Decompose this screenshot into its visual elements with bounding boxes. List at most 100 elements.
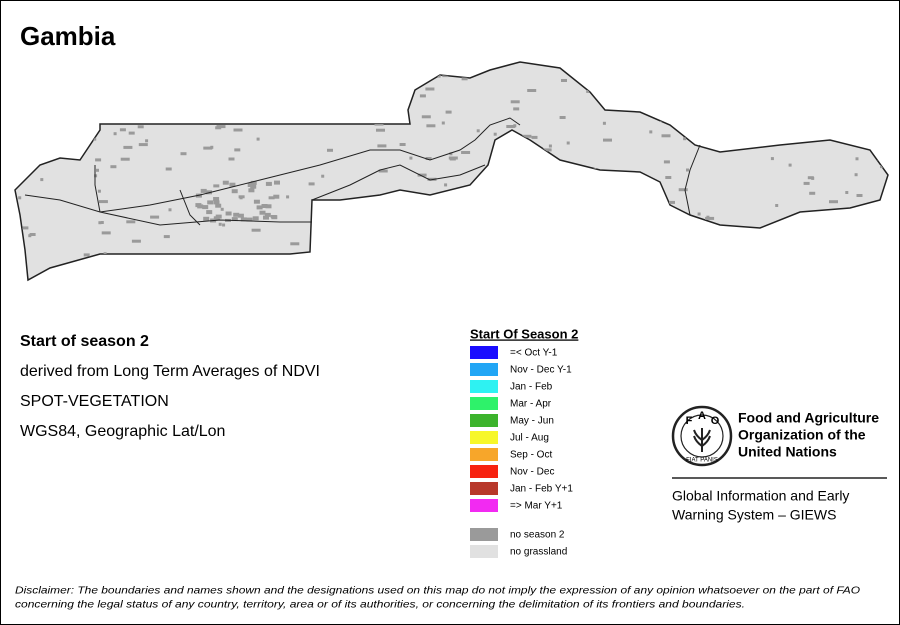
speck xyxy=(96,168,99,172)
speck xyxy=(163,235,170,239)
speck xyxy=(259,210,266,215)
org-line: Organization of the xyxy=(738,427,866,443)
speck xyxy=(247,183,254,187)
speck xyxy=(513,107,520,111)
system-name: Global Information and Early Warning Syst… xyxy=(672,488,849,523)
speck xyxy=(854,173,858,177)
speck xyxy=(168,208,172,212)
speck xyxy=(561,79,567,82)
speck xyxy=(240,217,247,222)
speck xyxy=(222,180,229,185)
speck xyxy=(98,200,108,204)
speck xyxy=(697,212,701,216)
legend-swatch xyxy=(470,346,498,359)
speck xyxy=(239,196,243,200)
legend-label: => Mar Y+1 xyxy=(510,501,563,512)
speck xyxy=(421,115,431,119)
speck xyxy=(663,160,670,164)
speck xyxy=(165,167,172,171)
speck xyxy=(461,151,471,154)
legend-label: Jul - Aug xyxy=(510,433,549,444)
speck xyxy=(203,216,210,221)
description-heading: Start of season 2 xyxy=(20,333,149,350)
speck xyxy=(705,216,715,220)
speck xyxy=(425,157,432,160)
speck xyxy=(809,191,816,195)
speck xyxy=(290,242,300,246)
legend-label: May - Jun xyxy=(510,416,554,427)
speck xyxy=(213,200,220,205)
speck xyxy=(246,217,253,222)
system-line: Warning System – GIEWS xyxy=(672,507,836,523)
speck xyxy=(248,188,255,193)
speck xyxy=(228,157,235,161)
speck xyxy=(493,132,497,136)
legend-label: Sep - Oct xyxy=(510,450,552,461)
speck xyxy=(218,222,222,226)
legend-swatch xyxy=(470,499,498,512)
legend-label: no grassland xyxy=(510,547,567,558)
speck xyxy=(128,131,135,135)
speck xyxy=(678,188,688,192)
region-boundary xyxy=(311,164,486,201)
speck xyxy=(449,157,456,161)
country-shape xyxy=(14,61,889,282)
speck xyxy=(273,194,280,199)
speck xyxy=(274,180,280,185)
legend-label: Jan - Feb Y+1 xyxy=(510,484,573,495)
speck xyxy=(222,223,226,227)
speck xyxy=(441,121,445,125)
speck xyxy=(225,211,232,216)
legend-swatch xyxy=(470,363,498,376)
speck xyxy=(811,176,815,180)
speck xyxy=(327,148,333,152)
speck xyxy=(437,74,441,78)
speck xyxy=(476,129,480,133)
speck xyxy=(137,125,144,129)
disclaimer-line: Disclaimer: The boundaries and names sho… xyxy=(15,586,860,597)
speck xyxy=(856,194,863,197)
legend-swatch xyxy=(470,414,498,427)
speck xyxy=(559,116,566,119)
speck xyxy=(264,212,271,217)
legend-swatch xyxy=(470,545,498,558)
legend-label: Nov - Dec xyxy=(510,467,554,478)
speck xyxy=(510,100,520,104)
speck xyxy=(271,215,278,220)
speck xyxy=(207,200,214,205)
speck xyxy=(237,213,244,218)
speck xyxy=(113,132,117,136)
speck xyxy=(220,207,224,211)
logo-letter: A xyxy=(698,410,706,422)
speck xyxy=(409,156,413,160)
speck xyxy=(101,231,111,235)
speck xyxy=(442,74,449,78)
speck xyxy=(180,152,187,156)
speck xyxy=(138,143,148,147)
speck xyxy=(94,174,98,178)
speck xyxy=(531,135,538,139)
speck xyxy=(202,205,209,210)
speck xyxy=(97,189,101,193)
speck xyxy=(566,141,570,145)
speck xyxy=(98,221,102,225)
speck xyxy=(145,139,149,143)
legend-swatch xyxy=(470,448,498,461)
description-line: derived from Long Term Averages of NDVI xyxy=(20,363,320,380)
speck xyxy=(233,128,243,132)
speck xyxy=(210,145,214,149)
region-boundary xyxy=(684,144,701,216)
speck xyxy=(215,203,222,208)
logo-ring xyxy=(671,405,733,467)
legend-swatch xyxy=(470,482,498,495)
legend-swatch xyxy=(470,380,498,393)
speck xyxy=(807,176,814,180)
speck xyxy=(110,165,117,169)
logo-letter: F xyxy=(686,415,693,427)
speck xyxy=(426,124,436,128)
speck xyxy=(445,110,452,114)
legend-title: Start Of Season 2 xyxy=(470,326,578,341)
logo-letter: O xyxy=(711,415,720,427)
speck xyxy=(527,89,537,92)
speck xyxy=(265,181,272,186)
